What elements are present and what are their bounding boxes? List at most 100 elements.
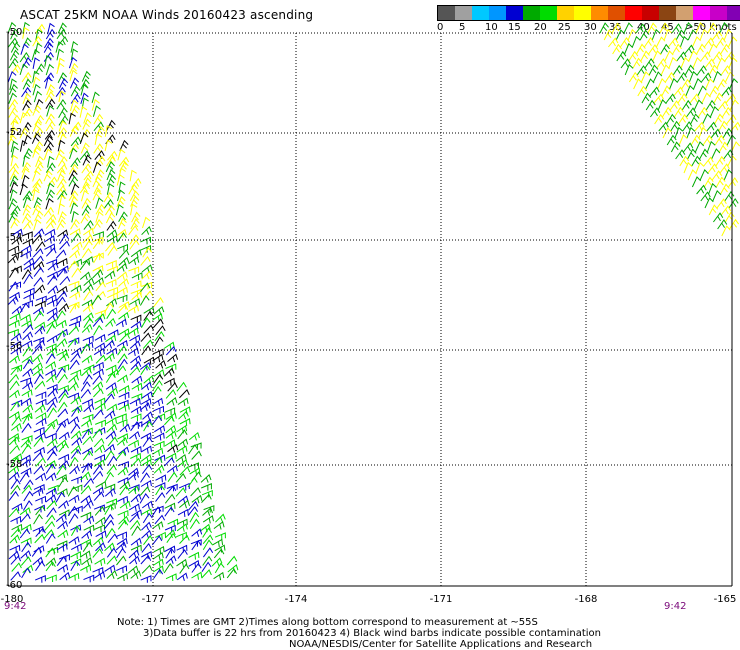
wind-barb — [226, 555, 238, 566]
wind-barb — [713, 92, 724, 104]
wind-barb — [709, 85, 719, 97]
wind-barb — [118, 278, 130, 287]
wind-barb — [117, 509, 129, 518]
wind-barb — [55, 367, 66, 378]
wind-barb — [699, 148, 709, 160]
wind-barb — [22, 190, 33, 201]
scale-label: 30 — [584, 22, 597, 33]
wind-barb — [719, 22, 729, 34]
wind-barb — [697, 106, 708, 118]
wind-barb — [46, 500, 58, 510]
wind-barb — [35, 560, 46, 571]
wind-barb — [641, 92, 652, 104]
wind-barb — [179, 389, 190, 399]
wind-barb — [45, 28, 56, 40]
wind-barb — [637, 85, 648, 97]
wind-barb — [711, 30, 723, 41]
wind-barb — [11, 228, 23, 238]
wind-barb — [696, 65, 707, 76]
wind-barb — [117, 477, 129, 485]
wind-barb — [58, 120, 68, 132]
wind-barb — [612, 43, 623, 55]
wind-barb — [33, 219, 42, 231]
wind-barb — [70, 41, 79, 53]
wind-barb — [698, 126, 708, 139]
wind-barb — [167, 382, 178, 392]
wind-barb — [8, 211, 18, 223]
scale-swatch — [540, 6, 557, 20]
wind-barb — [166, 464, 178, 474]
wind-barb — [105, 364, 117, 373]
wind-barb — [95, 354, 107, 364]
wind-barb — [706, 140, 716, 153]
wind-barb — [644, 58, 655, 69]
wind-barb — [697, 85, 707, 97]
wind-barb — [704, 197, 714, 209]
wind-barb — [117, 374, 129, 383]
wind-barb — [707, 22, 717, 34]
wind-barb — [103, 519, 115, 530]
wind-barb — [70, 284, 82, 293]
lat-label-56: -56 — [6, 341, 23, 352]
wind-barb — [32, 57, 40, 69]
wind-barb — [716, 198, 727, 209]
wind-barb — [8, 373, 20, 384]
wind-barb — [645, 99, 656, 111]
wind-barb — [21, 443, 32, 454]
wind-barb — [92, 548, 103, 558]
wind-barb — [46, 323, 57, 334]
wind-barb — [668, 37, 679, 48]
wind-barb — [616, 50, 627, 62]
wind-barb — [118, 446, 130, 455]
wind-barb — [22, 154, 30, 167]
wind-barb — [119, 423, 131, 433]
wind-barb — [92, 381, 104, 390]
wind-barb — [119, 332, 131, 342]
wind-barb — [140, 432, 152, 441]
wind-barb — [713, 212, 724, 223]
wind-barb — [104, 125, 113, 137]
wind-barb — [659, 22, 669, 34]
wind-barb — [55, 319, 67, 329]
wind-barb — [56, 488, 68, 497]
wind-barb — [55, 149, 65, 161]
wind-barb — [648, 44, 659, 55]
wind-barb — [82, 335, 94, 344]
wind-barb — [128, 549, 140, 559]
wind-barb — [10, 365, 21, 376]
wind-barb — [211, 557, 223, 567]
wind-barb — [31, 182, 42, 193]
wind-barb — [151, 386, 162, 397]
wind-barb — [34, 325, 46, 335]
wind-barb — [45, 76, 53, 89]
wind-barb — [45, 219, 57, 229]
wind-barb — [167, 471, 178, 482]
wind-barb — [654, 113, 665, 125]
wind-barb — [69, 196, 78, 208]
wind-barb — [141, 521, 152, 531]
wind-barb — [59, 240, 70, 250]
wind-barb — [81, 419, 92, 428]
wind-barb — [117, 148, 126, 161]
wind-barb — [106, 547, 118, 558]
wind-barb — [46, 258, 58, 267]
wind-barb — [83, 574, 95, 583]
wind-barb — [670, 141, 681, 153]
wind-barb — [47, 22, 55, 35]
wind-barb — [701, 92, 711, 104]
scale-swatch — [676, 6, 693, 20]
wind-barb — [33, 437, 44, 447]
wind-barb — [10, 114, 21, 125]
wind-barb — [95, 530, 107, 539]
wind-barb — [33, 465, 45, 475]
wind-barb — [81, 557, 93, 566]
wind-barb — [32, 83, 41, 96]
wind-barb — [717, 78, 727, 90]
wind-barb — [116, 531, 127, 540]
wind-barb — [8, 411, 20, 420]
wind-barb — [9, 78, 17, 91]
wind-barb — [728, 198, 739, 209]
wind-barb — [103, 513, 114, 524]
wind-barb — [620, 58, 631, 69]
wind-barb — [71, 241, 83, 251]
